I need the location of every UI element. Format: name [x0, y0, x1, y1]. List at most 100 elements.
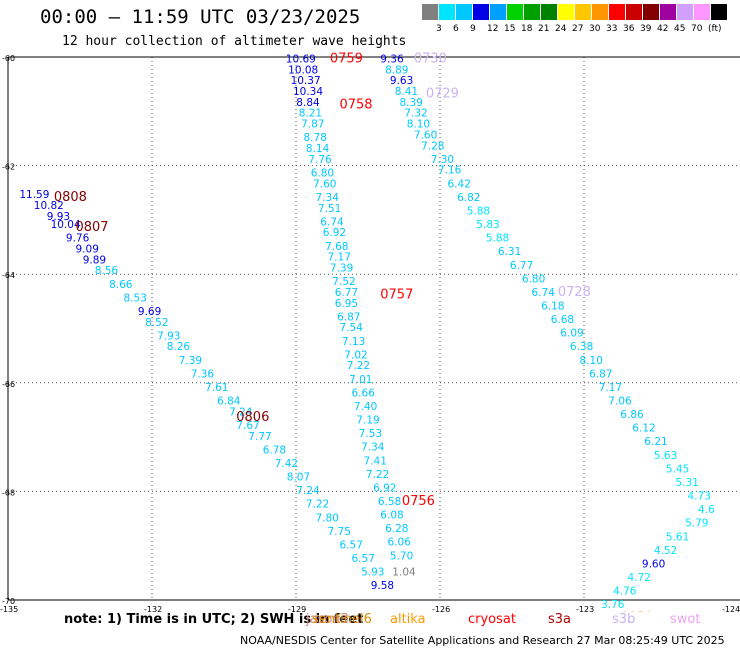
color-swatch	[439, 4, 455, 20]
wave-height-value: 6.80	[522, 273, 545, 285]
pass-time-label: 0030	[620, 611, 653, 612]
wave-height-value: 6.08	[380, 510, 403, 522]
wave-height-value: 6.77	[510, 260, 533, 272]
wave-height-value: 6.42	[448, 178, 471, 190]
wave-height-value: 9.89	[83, 254, 106, 266]
wave-height-value: 5.88	[486, 233, 509, 245]
color-swatch	[422, 4, 438, 20]
wave-height-value: 7.22	[306, 499, 329, 511]
wave-height-value: 7.13	[342, 336, 365, 348]
wave-height-value: 7.34	[316, 192, 340, 204]
color-swatch	[660, 4, 676, 20]
wave-height-value: 6.95	[335, 298, 358, 310]
wave-height-value: 8.41	[395, 86, 418, 98]
chart-title: 00:00 – 11:59 UTC 03/23/2025	[40, 6, 361, 28]
pass-time-label: 0807	[75, 220, 108, 235]
wave-height-value: 8.07	[287, 472, 310, 484]
wave-height-value: 9.58	[371, 580, 394, 592]
wave-height-value: 6.09	[560, 328, 583, 340]
wave-height-value: 5.61	[666, 531, 689, 543]
color-swatch	[711, 4, 727, 20]
wave-height-value: 8.26	[167, 341, 191, 353]
color-swatch	[609, 4, 625, 20]
legend-jason3: jason3	[306, 612, 349, 627]
wave-height-value: 8.21	[299, 108, 322, 120]
color-swatch-label: (ft)	[708, 24, 722, 34]
y-tick-label: -64	[2, 271, 15, 280]
color-swatch	[541, 4, 557, 20]
color-swatch-label: 12	[487, 24, 499, 34]
wave-height-value: 7.24	[229, 406, 253, 418]
wave-height-value: 5.45	[666, 463, 689, 475]
color-swatch-label: 39	[640, 24, 652, 34]
wave-height-value: 6.21	[644, 436, 667, 448]
wave-height-value: 6.86	[620, 409, 644, 421]
wave-height-value: 7.06	[608, 396, 632, 408]
wave-height-value: 6.68	[551, 314, 574, 326]
wave-height-value: 9.76	[66, 233, 90, 245]
wave-height-value: 8.14	[306, 143, 330, 155]
wave-height-value: 8.52	[145, 317, 168, 329]
wave-height-value: 7.42	[275, 458, 298, 470]
pass-time-label: 0808	[54, 190, 87, 205]
color-swatch-label: 6	[453, 24, 459, 34]
satellite-legend: jason3 sentinel6 altika cryosat s3a s3b swot	[0, 612, 740, 632]
wave-height-value: 8.10	[407, 119, 430, 131]
color-swatch	[626, 4, 642, 20]
wave-height-value: 7.67	[236, 420, 259, 432]
y-tick-label: -60	[2, 54, 15, 63]
color-swatch	[558, 4, 574, 20]
wave-height-value: 5.63	[654, 450, 677, 462]
wave-height-value: 8.53	[124, 292, 147, 304]
wave-height-value: 6.92	[373, 482, 396, 494]
wave-height-value: 6.78	[263, 444, 286, 456]
color-swatch	[456, 4, 472, 20]
color-swatch-label: 3	[436, 24, 442, 34]
wave-height-value: 7.51	[318, 203, 341, 215]
wave-height-value: 6.82	[457, 192, 480, 204]
wave-height-value: 7.19	[356, 415, 379, 427]
pass-time-label: 0759	[330, 51, 363, 66]
wave-height-value: 8.66	[109, 279, 133, 291]
note-text: note: 1) Time is in UTC; 2) SWH is in fe…	[64, 612, 364, 627]
wave-height-value: 7.17	[599, 382, 622, 394]
x-tick-label: -124	[722, 605, 740, 612]
color-swatch	[490, 4, 506, 20]
color-swatch	[524, 4, 540, 20]
y-tick-label: -62	[2, 163, 15, 172]
x-tick-label: -123	[576, 605, 594, 612]
wave-height-value: 10.37	[291, 75, 321, 87]
wave-height-value: 6.12	[632, 423, 655, 435]
wave-height-value: 8.78	[304, 132, 327, 144]
wave-height-value: 7.16	[438, 165, 462, 177]
color-swatch-label: 33	[606, 24, 618, 34]
wave-height-value: 9.93	[47, 211, 70, 223]
wave-height-value: 7.39	[179, 355, 202, 367]
y-tick-label: -66	[2, 380, 15, 389]
color-swatch-label: 15	[504, 24, 516, 34]
pass-time-label: 0729	[426, 87, 459, 102]
wave-height-value: 6.57	[352, 553, 375, 565]
wave-height-value: 7.53	[359, 428, 382, 440]
color-swatch-label: 30	[589, 24, 601, 34]
wave-height-value: 8.89	[385, 64, 408, 76]
wave-height-value: 4.73	[688, 491, 711, 503]
color-swatch-label: 24	[555, 24, 567, 34]
wave-height-value: 5.70	[390, 550, 413, 562]
pass-time-label: 0730	[414, 51, 447, 66]
wave-height-value: 7.76	[308, 154, 332, 166]
x-tick-label: -135	[0, 605, 18, 612]
color-swatch-label: 9	[470, 24, 476, 34]
wave-height-value: 7.93	[157, 330, 180, 342]
wave-height-value: 7.39	[330, 262, 353, 274]
wave-height-value: 6.31	[498, 246, 521, 258]
wave-height-value: 7.40	[354, 401, 377, 413]
wave-height-value: 6.38	[570, 341, 593, 353]
color-swatch	[643, 4, 659, 20]
wave-height-value: 7.87	[301, 119, 324, 131]
wave-height-value: 7.22	[347, 360, 370, 372]
chart-subtitle: 12 hour collection of altimeter wave hei…	[62, 34, 407, 49]
wave-height-value: 6.80	[311, 167, 334, 179]
color-swatch	[473, 4, 489, 20]
wave-height-value: 4.52	[654, 545, 677, 557]
